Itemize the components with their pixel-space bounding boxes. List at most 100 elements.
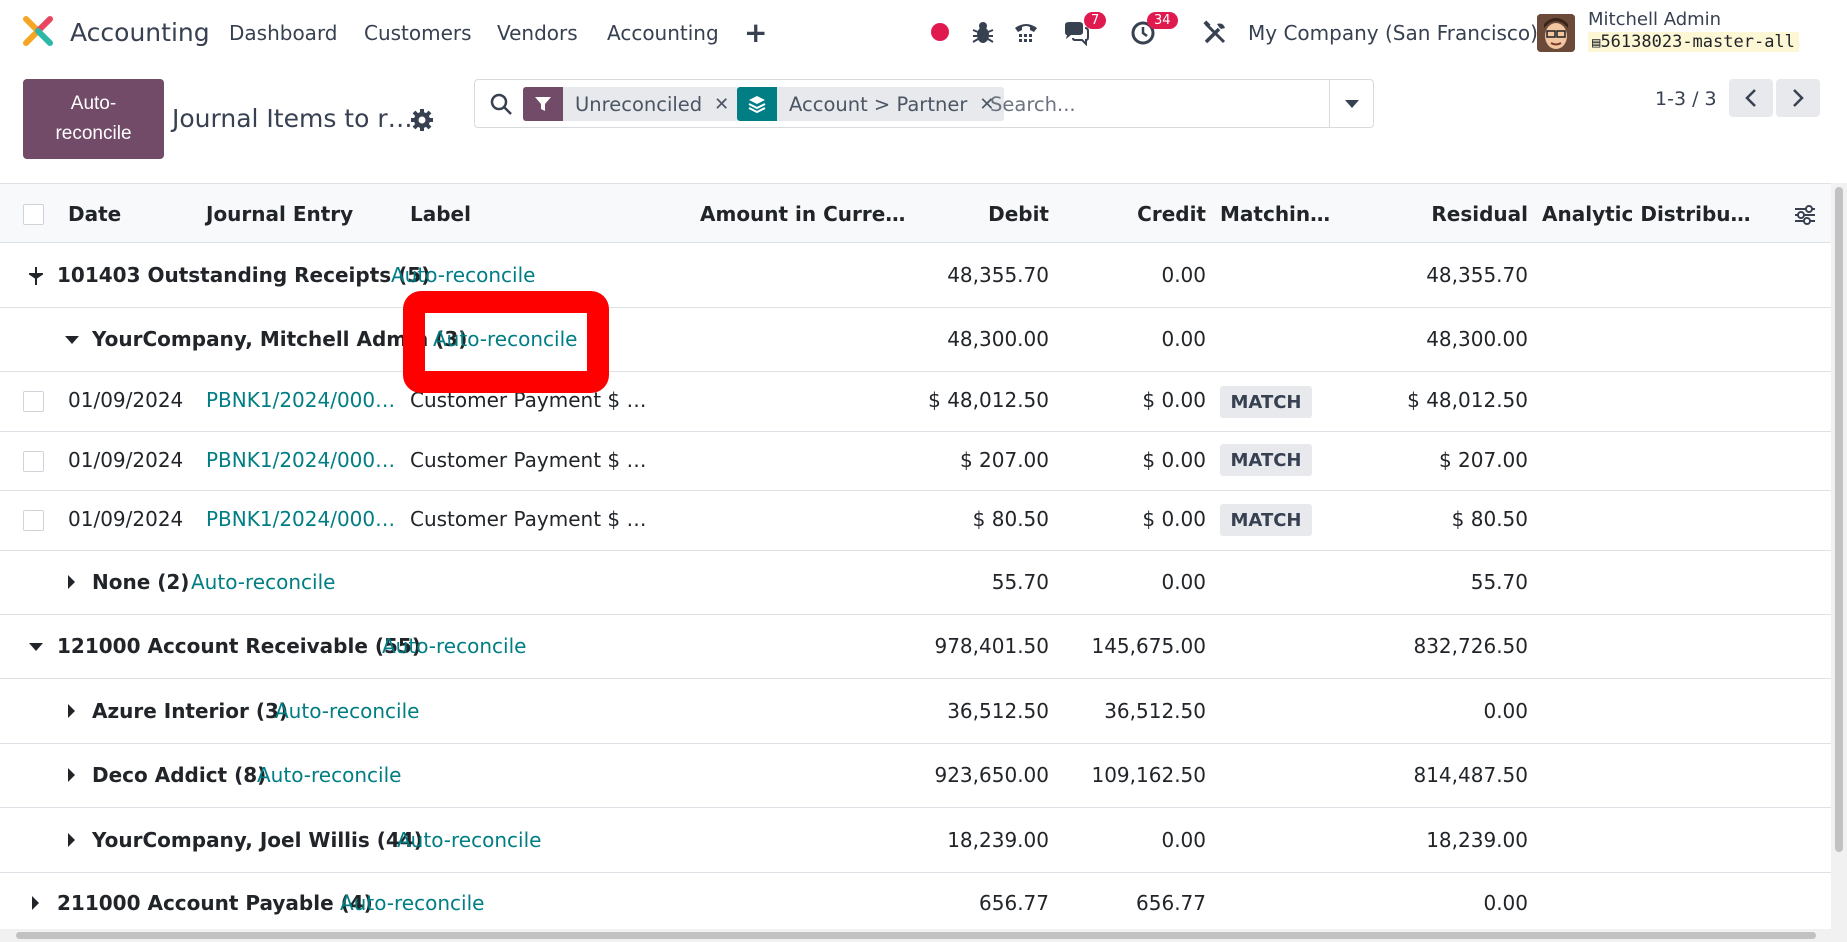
gear-icon[interactable] bbox=[410, 108, 434, 132]
journal-entry-link[interactable]: PBNK1/2024/000… bbox=[206, 507, 396, 531]
menu-accounting[interactable]: Accounting bbox=[607, 21, 719, 45]
debit-value: 48,355.70 bbox=[947, 263, 1049, 287]
credit-value: 36,512.50 bbox=[1104, 699, 1206, 723]
residual-value: 48,300.00 bbox=[1426, 327, 1528, 351]
journal-entry-link[interactable]: PBNK1/2024/000… bbox=[206, 388, 396, 412]
pager-value[interactable]: 1-3 / 3 bbox=[1655, 88, 1717, 110]
group-row[interactable]: Azure Interior (3) Auto-reconcile 36,512… bbox=[0, 679, 1831, 744]
table-row[interactable]: 01/09/2024 PBNK1/2024/000… Customer Paym… bbox=[0, 432, 1831, 491]
top-navbar: Accounting Dashboard Customers Vendors A… bbox=[0, 0, 1847, 65]
auto-reconcile-button[interactable]: Auto- reconcile bbox=[23, 79, 164, 159]
column-journal-entry[interactable]: Journal Entry bbox=[206, 202, 354, 226]
group-row[interactable]: None (2) Auto-reconcile 55.70 0.00 55.70 bbox=[0, 551, 1831, 615]
debit-value: 656.77 bbox=[979, 891, 1049, 915]
scrollbar-thumb[interactable] bbox=[1835, 187, 1843, 852]
group-label: 211000 Account Payable (4) bbox=[57, 891, 373, 915]
chevron-down-icon bbox=[65, 336, 79, 344]
clock-icon[interactable] bbox=[1130, 20, 1156, 46]
residual-value: $ 207.00 bbox=[1438, 448, 1528, 472]
column-credit[interactable]: Credit bbox=[1137, 202, 1206, 226]
group-row[interactable]: 121000 Account Receivable (55) Auto-reco… bbox=[0, 615, 1831, 679]
recording-dot-icon[interactable] bbox=[930, 22, 950, 42]
chevron-right-icon bbox=[1793, 89, 1804, 107]
user-avatar[interactable] bbox=[1537, 14, 1575, 52]
select-all-checkbox[interactable] bbox=[23, 204, 44, 225]
search-input[interactable] bbox=[990, 90, 1290, 118]
chat-icon[interactable] bbox=[1063, 20, 1089, 46]
pager-next-button[interactable] bbox=[1776, 79, 1820, 117]
group-row[interactable]: Deco Addict (8) Auto-reconcile 923,650.0… bbox=[0, 744, 1831, 808]
phone-icon[interactable] bbox=[1013, 20, 1039, 46]
auto-reconcile-link[interactable]: Auto-reconcile bbox=[397, 828, 542, 852]
group-label: None (2) bbox=[92, 570, 190, 594]
group-row[interactable]: YourCompany, Mitchell Admin (3) Auto-rec… bbox=[0, 308, 1831, 372]
scrollbar-thumb[interactable] bbox=[16, 932, 1816, 939]
chevron-down-icon bbox=[29, 267, 43, 285]
horizontal-scrollbar[interactable] bbox=[0, 929, 1847, 942]
table-row[interactable]: 01/09/2024 PBNK1/2024/000… Customer Paym… bbox=[0, 372, 1831, 432]
chevron-down-icon bbox=[29, 643, 43, 651]
facet-group-by: Account > Partner ✕ bbox=[737, 87, 1005, 121]
search-icon[interactable] bbox=[489, 92, 513, 116]
column-date[interactable]: Date bbox=[68, 202, 122, 226]
debit-value: $ 48,012.50 bbox=[928, 388, 1049, 412]
facet-label: Unreconciled bbox=[575, 92, 703, 116]
search-options-toggle[interactable] bbox=[1329, 80, 1374, 127]
company-switcher[interactable]: My Company (San Francisco) bbox=[1248, 21, 1538, 45]
column-label[interactable]: Label bbox=[410, 202, 471, 226]
accounting-app-icon[interactable] bbox=[22, 15, 54, 47]
match-button[interactable]: MATCH bbox=[1220, 386, 1312, 418]
column-analytic-distribution[interactable]: Analytic Distribu… bbox=[1542, 202, 1751, 226]
group-label: Azure Interior (3) bbox=[92, 699, 289, 723]
user-name[interactable]: Mitchell Admin bbox=[1588, 9, 1722, 30]
auto-reconcile-link[interactable]: Auto-reconcile bbox=[191, 570, 336, 594]
row-checkbox[interactable] bbox=[23, 391, 44, 412]
residual-value: 48,355.70 bbox=[1426, 263, 1528, 287]
row-checkbox[interactable] bbox=[23, 451, 44, 472]
debit-value: 36,512.50 bbox=[947, 699, 1049, 723]
match-button[interactable]: MATCH bbox=[1220, 444, 1312, 476]
database-name: ▤56138023-master-all bbox=[1588, 32, 1799, 52]
auto-reconcile-link[interactable]: Auto-reconcile bbox=[433, 327, 578, 351]
credit-value: 145,675.00 bbox=[1091, 634, 1206, 658]
match-button[interactable]: MATCH bbox=[1220, 504, 1312, 536]
debit-value: 48,300.00 bbox=[947, 327, 1049, 351]
group-label: 101403 Outstanding Receipts (5) bbox=[57, 263, 431, 287]
residual-value: 814,487.50 bbox=[1413, 763, 1528, 787]
plus-icon[interactable]: + bbox=[744, 16, 768, 49]
menu-vendors[interactable]: Vendors bbox=[497, 21, 578, 45]
optional-columns-icon[interactable] bbox=[1793, 203, 1817, 227]
column-matching[interactable]: Matchin… bbox=[1220, 202, 1331, 226]
bug-icon[interactable] bbox=[970, 20, 996, 46]
close-icon[interactable]: ✕ bbox=[714, 93, 730, 115]
date-value: 01/09/2024 bbox=[68, 507, 184, 531]
group-row[interactable]: 211000 Account Payable (4) Auto-reconcil… bbox=[0, 873, 1831, 929]
vertical-scrollbar[interactable] bbox=[1831, 183, 1847, 929]
auto-reconcile-link[interactable]: Auto-reconcile bbox=[257, 763, 402, 787]
pager-previous-button[interactable] bbox=[1729, 79, 1773, 117]
table-row[interactable]: 01/09/2024 PBNK1/2024/000… Customer Paym… bbox=[0, 491, 1831, 551]
residual-value: 18,239.00 bbox=[1426, 828, 1528, 852]
auto-reconcile-link[interactable]: Auto-reconcile bbox=[275, 699, 420, 723]
messages-badge: 7 bbox=[1084, 12, 1107, 29]
group-label: 121000 Account Receivable (55) bbox=[57, 634, 421, 658]
debit-value: 55.70 bbox=[991, 570, 1049, 594]
row-checkbox[interactable] bbox=[23, 510, 44, 531]
auto-reconcile-link[interactable]: Auto-reconcile bbox=[391, 263, 536, 287]
group-row[interactable]: YourCompany, Joel Willis (44) Auto-recon… bbox=[0, 808, 1831, 873]
credit-value: $ 0.00 bbox=[1142, 388, 1206, 412]
app-name[interactable]: Accounting bbox=[70, 18, 210, 47]
chevron-right-icon bbox=[68, 704, 75, 718]
group-row[interactable]: 101403 Outstanding Receipts (5) Auto-rec… bbox=[0, 243, 1831, 308]
menu-dashboard[interactable]: Dashboard bbox=[229, 21, 338, 45]
chevron-right-icon bbox=[68, 575, 75, 589]
journal-entry-link[interactable]: PBNK1/2024/000… bbox=[206, 448, 396, 472]
column-residual[interactable]: Residual bbox=[1431, 202, 1528, 226]
auto-reconcile-link[interactable]: Auto-reconcile bbox=[382, 634, 527, 658]
debit-value: $ 80.50 bbox=[972, 507, 1049, 531]
auto-reconcile-link[interactable]: Auto-reconcile bbox=[340, 891, 485, 915]
tools-icon[interactable] bbox=[1202, 20, 1228, 46]
menu-customers[interactable]: Customers bbox=[364, 21, 472, 45]
column-amount-currency[interactable]: Amount in Curre… bbox=[700, 202, 906, 226]
column-debit[interactable]: Debit bbox=[988, 202, 1049, 226]
